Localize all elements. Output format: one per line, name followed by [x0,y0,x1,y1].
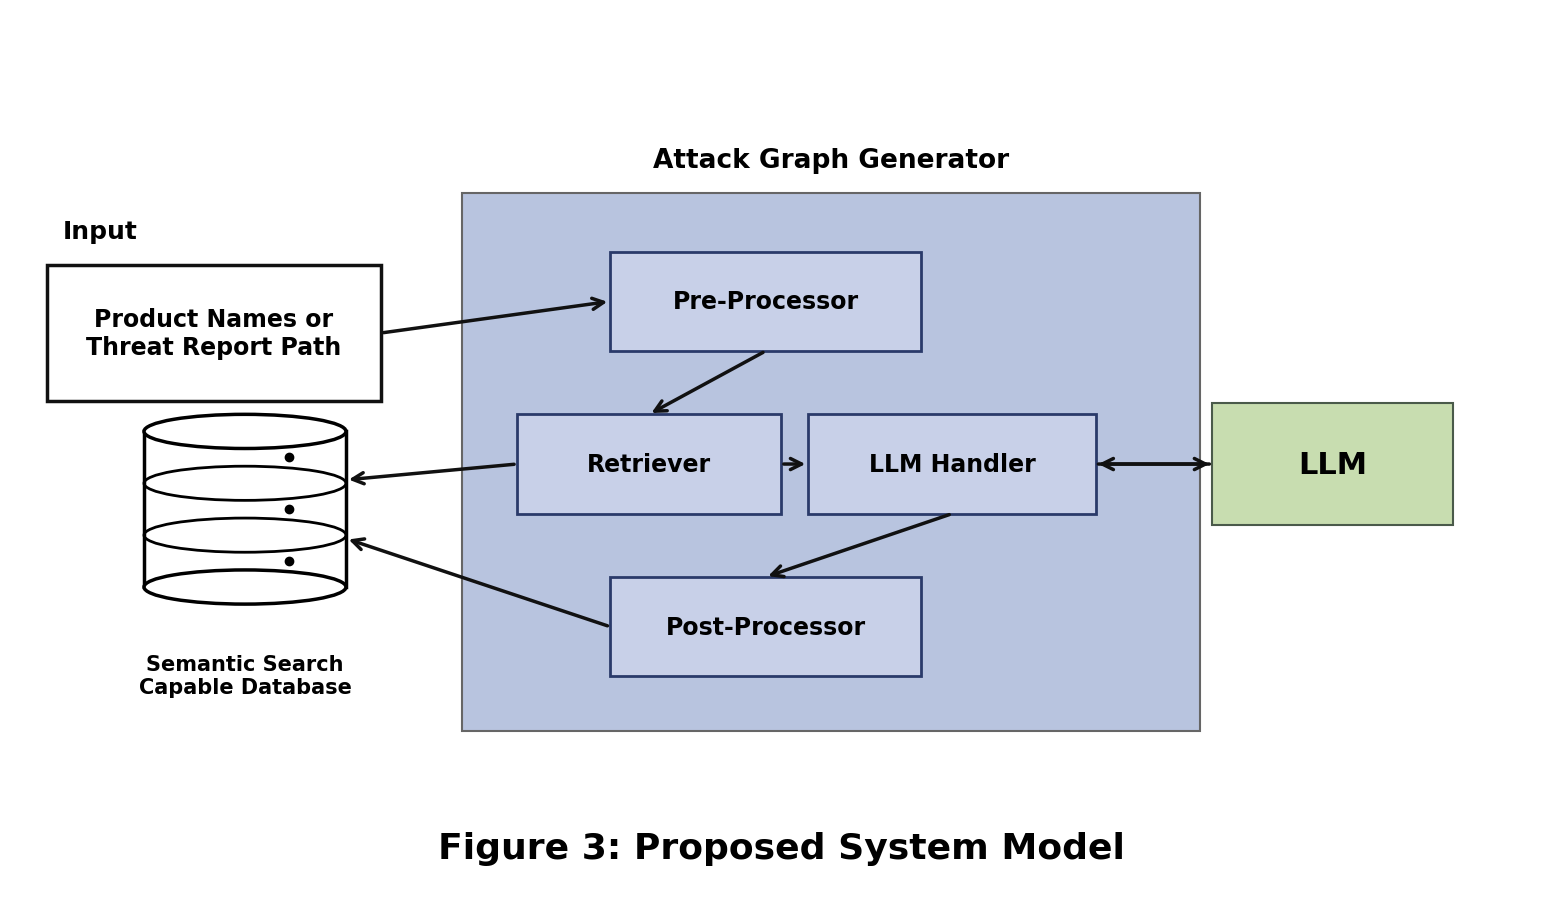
Ellipse shape [144,415,345,449]
FancyBboxPatch shape [808,415,1095,514]
FancyBboxPatch shape [517,415,781,514]
FancyBboxPatch shape [611,252,922,352]
Text: LLM Handler: LLM Handler [868,453,1036,476]
Text: Semantic Search
Capable Database: Semantic Search Capable Database [139,654,351,697]
FancyBboxPatch shape [1212,404,1453,526]
Text: Input: Input [62,220,137,243]
Ellipse shape [144,570,345,604]
FancyBboxPatch shape [611,578,922,677]
Text: Attack Graph Generator: Attack Graph Generator [653,148,1009,174]
Bar [144,432,345,588]
Text: Product Names or
Threat Report Path: Product Names or Threat Report Path [86,308,342,360]
Text: Pre-Processor: Pre-Processor [672,290,859,314]
Text: Retriever: Retriever [587,453,711,476]
Text: LLM: LLM [1298,450,1367,479]
Text: Post-Processor: Post-Processor [665,615,865,639]
FancyBboxPatch shape [462,194,1201,731]
FancyBboxPatch shape [47,266,381,402]
Text: Figure 3: Proposed System Model: Figure 3: Proposed System Model [437,831,1125,865]
